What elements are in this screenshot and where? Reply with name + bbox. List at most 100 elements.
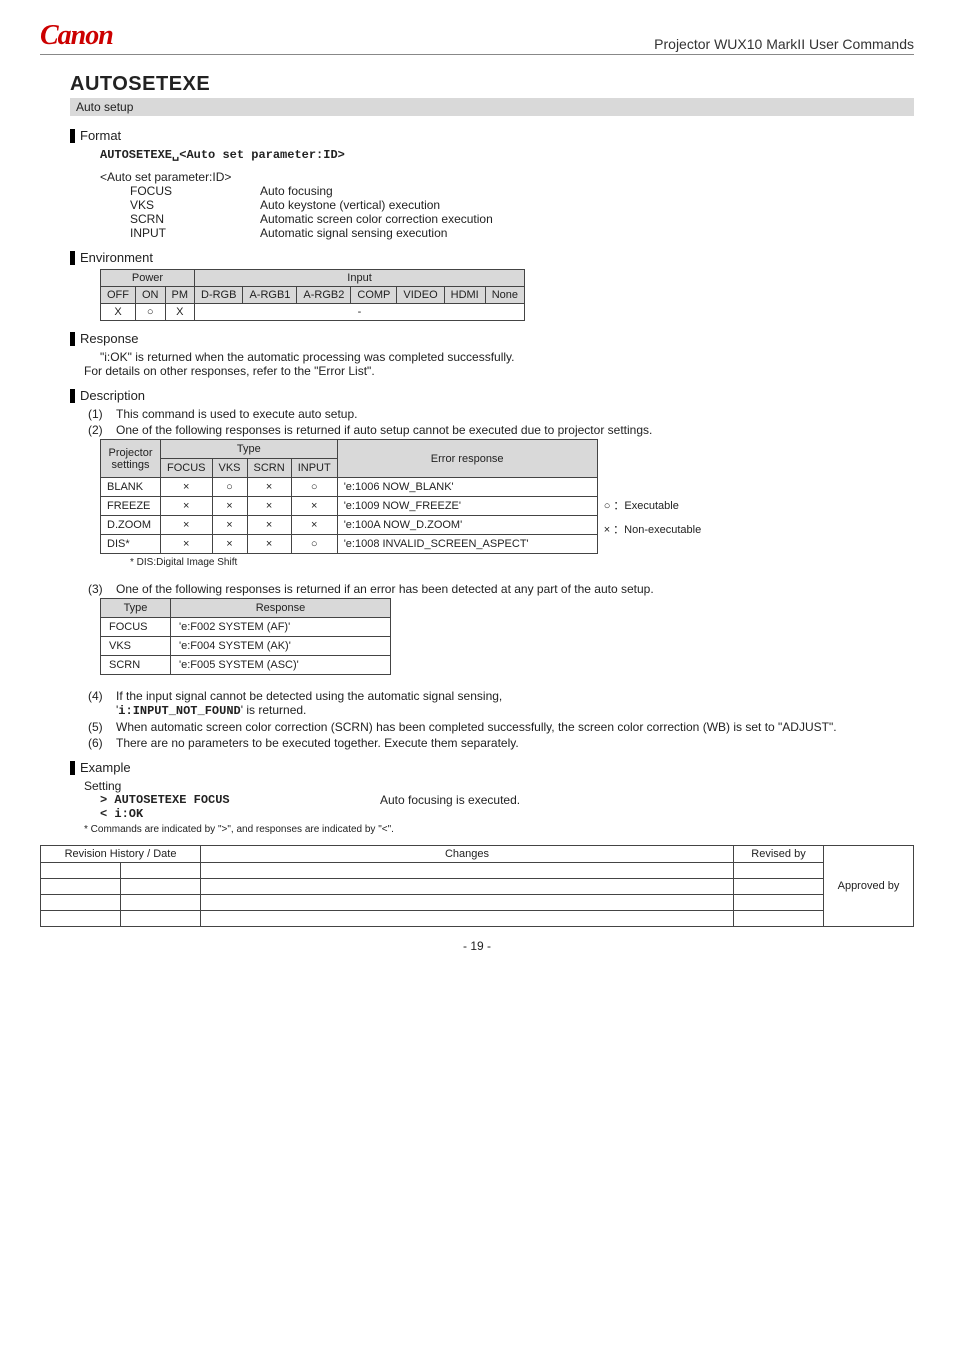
err: 'e:1009 NOW_FREEZE' (337, 497, 597, 516)
table-row: SCRN 'e:F005 SYSTEM (ASC)' (101, 656, 391, 675)
desc-text: One of the following responses is return… (116, 582, 914, 596)
row-name: BLANK (101, 478, 161, 497)
table-row: FREEZE × × × × 'e:1009 NOW_FREEZE' (101, 497, 598, 516)
col-on: ON (136, 287, 166, 304)
h-proj: Projector settings (101, 440, 161, 478)
col-video: VIDEO (397, 287, 444, 304)
desc-num: (5) (88, 720, 116, 734)
item4-text-a: If the input signal cannot be detected u… (116, 689, 502, 703)
cell-input: - (195, 304, 525, 321)
cell: SCRN (101, 656, 171, 675)
legend-exec: ○ ：Executable (604, 497, 702, 513)
cell: ○ (136, 304, 166, 321)
cell: 'e:F004 SYSTEM (AK)' (171, 637, 391, 656)
page-number: - 19 - (40, 939, 914, 953)
h-resp: Response (171, 599, 391, 618)
cell: × (212, 497, 247, 516)
cell: 'e:F002 SYSTEM (AF)' (171, 618, 391, 637)
rev-h3: Revised by (734, 846, 824, 863)
cell: × (212, 516, 247, 535)
doc-title: Projector WUX10 MarkII User Commands (654, 36, 914, 52)
response-heading: Response (70, 331, 914, 346)
section-example: Example Setting > AUTOSETEXE FOCUS Auto … (70, 760, 914, 835)
param-row: VKS Auto keystone (vertical) execution (130, 198, 914, 212)
tc: FOCUS (161, 459, 213, 478)
rev-h2: Changes (201, 846, 734, 863)
cell: × (291, 516, 337, 535)
row-name: DIS* (101, 535, 161, 554)
format-syntax: AUTOSETEXE␣<Auto set parameter:ID> (100, 147, 914, 162)
cell: 'e:F005 SYSTEM (ASC)' (171, 656, 391, 675)
param-val: Automatic signal sensing execution (260, 226, 914, 240)
cell: ○ (291, 478, 337, 497)
param-val: Automatic screen color correction execut… (260, 212, 914, 226)
legend-nonexec: × ：Non-executable (604, 521, 702, 537)
cell: × (247, 516, 291, 535)
tc: SCRN (247, 459, 291, 478)
cell: × (161, 497, 213, 516)
desc-num: (6) (88, 736, 116, 750)
section-response: Response "i:OK" is returned when the aut… (70, 331, 914, 378)
col-pm: PM (165, 287, 195, 304)
item4-code: i:INPUT_NOT_FOUND (118, 704, 240, 718)
revision-table: Revision History / Date Changes Revised … (40, 845, 914, 927)
cell: FOCUS (101, 618, 171, 637)
environment-table: Power Input OFF ON PM D-RGB A-RGB1 A-RGB… (100, 269, 525, 321)
desc-item: (3) One of the following responses is re… (88, 582, 914, 596)
example-resp: < i:OK (100, 807, 914, 821)
col-argb1: A-RGB1 (243, 287, 297, 304)
param-row: FOCUS Auto focusing (130, 184, 914, 198)
table-row (41, 911, 914, 927)
col-comp: COMP (351, 287, 397, 304)
item4-text-b: ' is returned. (241, 703, 307, 717)
example-label: Setting (84, 779, 914, 793)
cell: × (212, 535, 247, 554)
desc-text: If the input signal cannot be detected u… (116, 689, 914, 718)
table-row: VKS 'e:F004 SYSTEM (AK)' (101, 637, 391, 656)
description-heading: Description (70, 388, 914, 403)
cell: X (165, 304, 195, 321)
legend: ○ ：Executable × ：Non-executable (598, 457, 702, 537)
row-name: D.ZOOM (101, 516, 161, 535)
desc-item: (6) There are no parameters to be execut… (88, 736, 914, 750)
section-format: Format AUTOSETEXE␣<Auto set parameter:ID… (70, 128, 914, 240)
page-header: Canon Projector WUX10 MarkII User Comman… (40, 20, 914, 55)
desc-num: (4) (88, 689, 116, 718)
cell: × (161, 478, 213, 497)
table-row (41, 863, 914, 879)
col-drgb: D-RGB (195, 287, 243, 304)
param-val: Auto focusing (260, 184, 914, 198)
desc-text: One of the following responses is return… (116, 423, 914, 437)
desc-item: (4) If the input signal cannot be detect… (88, 689, 914, 718)
response-line2: For details on other responses, refer to… (84, 364, 914, 378)
err: 'e:1008 INVALID_SCREEN_ASPECT' (337, 535, 597, 554)
table-row: D.ZOOM × × × × 'e:100A NOW_D.ZOOM' (101, 516, 598, 535)
cell: × (161, 516, 213, 535)
param-val: Auto keystone (vertical) execution (260, 198, 914, 212)
response-line1: "i:OK" is returned when the automatic pr… (100, 350, 914, 364)
example-heading: Example (70, 760, 914, 775)
rev-h4: Approved by (824, 846, 914, 927)
desc-text: When automatic screen color correction (… (116, 720, 914, 734)
canon-logo: Canon (40, 20, 113, 52)
cell: × (247, 535, 291, 554)
err: 'e:100A NOW_D.ZOOM' (337, 516, 597, 535)
desc-num: (3) (88, 582, 116, 596)
cell: × (291, 497, 337, 516)
cell: ○ (291, 535, 337, 554)
section-description: Description (1) This command is used to … (70, 388, 914, 750)
param-key: INPUT (130, 226, 260, 240)
param-key: FOCUS (130, 184, 260, 198)
desc-num: (2) (88, 423, 116, 437)
command-block: AUTOSETEXE Auto setup (70, 73, 914, 116)
cell: × (247, 497, 291, 516)
example-cmd-desc: Auto focusing is executed. (380, 793, 520, 807)
desc-item: (1) This command is used to execute auto… (88, 407, 914, 421)
desc-text: There are no parameters to be executed t… (116, 736, 914, 750)
cell: ○ (212, 478, 247, 497)
h-err: Error response (337, 440, 597, 478)
row-name: FREEZE (101, 497, 161, 516)
param-key: VKS (130, 198, 260, 212)
param-row: SCRN Automatic screen color correction e… (130, 212, 914, 226)
h-type: Type (161, 440, 338, 459)
